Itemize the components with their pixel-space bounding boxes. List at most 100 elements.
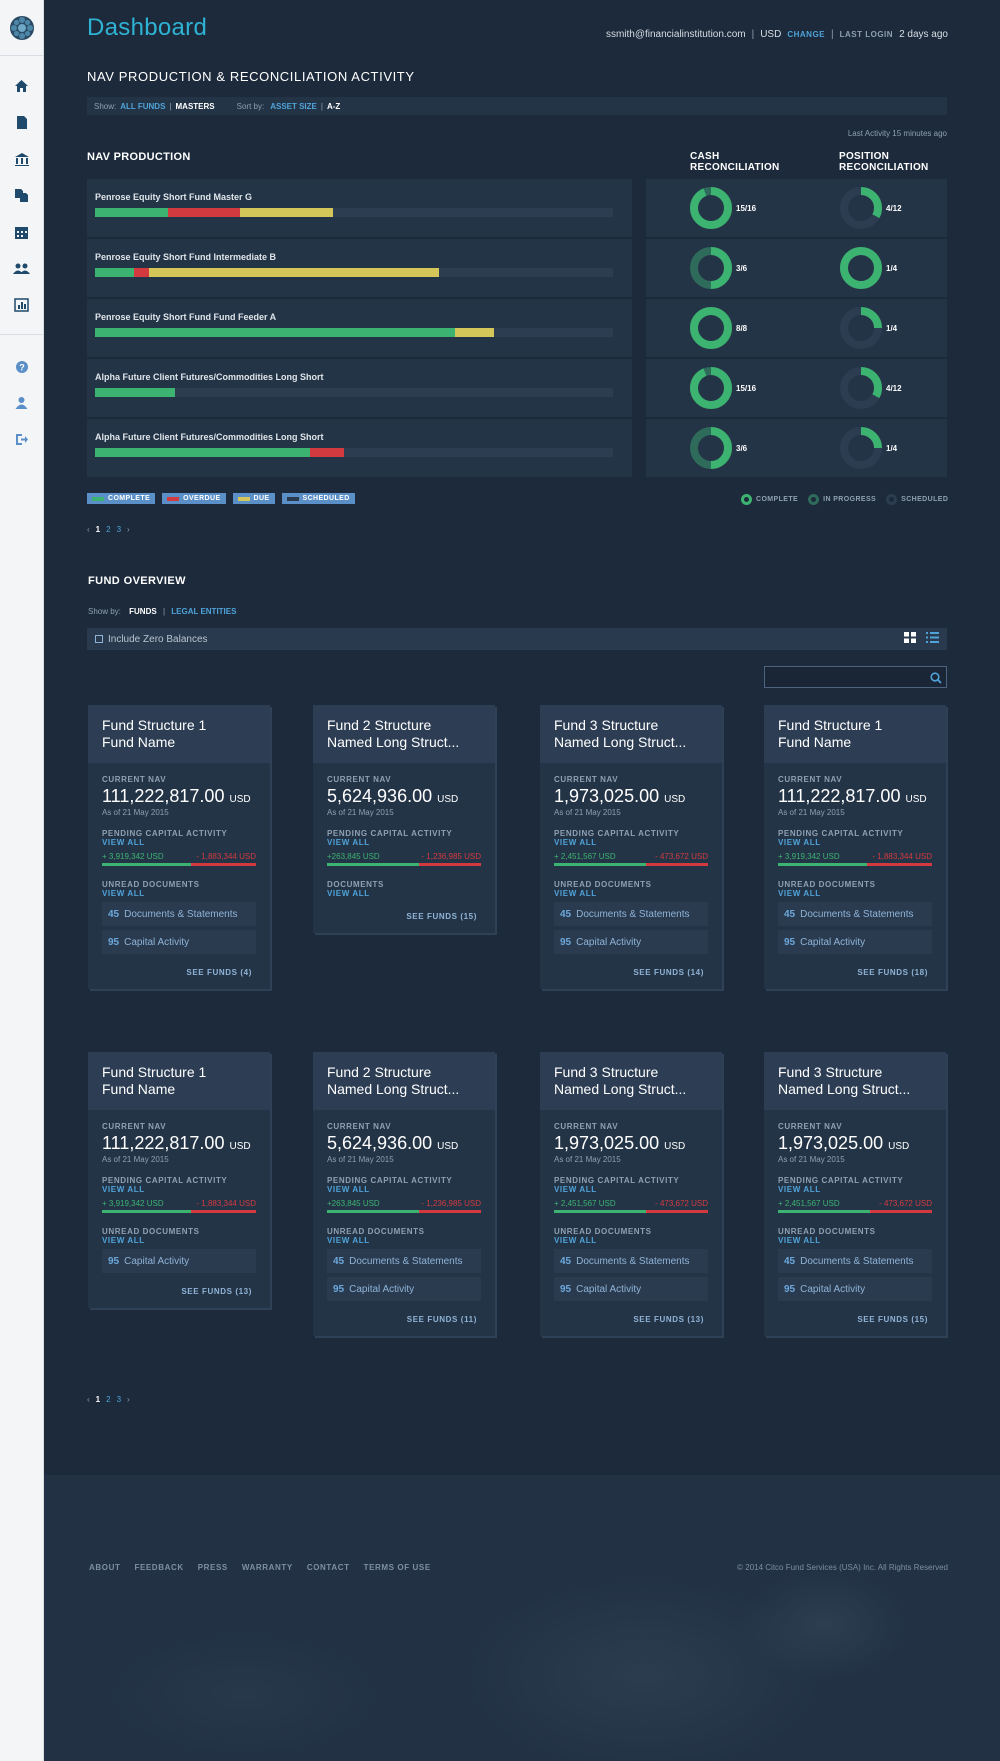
view-all-link[interactable]: VIEW ALL bbox=[778, 1185, 821, 1194]
see-funds-link[interactable]: SEE FUNDS (14) bbox=[633, 968, 704, 977]
see-funds-link[interactable]: SEE FUNDS (18) bbox=[857, 968, 928, 977]
page-3[interactable]: 3 bbox=[116, 525, 122, 534]
filter-masters[interactable]: MASTERS bbox=[175, 101, 215, 111]
show-by-legal-entities[interactable]: LEGAL ENTITIES bbox=[171, 607, 237, 616]
view-all-docs-link[interactable]: VIEW ALL bbox=[102, 1236, 145, 1245]
cash-recon[interactable]: 15/16 bbox=[689, 186, 756, 230]
documents-statements-item[interactable]: 45 Documents & Statements bbox=[102, 902, 256, 926]
page-next[interactable]: › bbox=[127, 1395, 130, 1404]
fund-search-input[interactable] bbox=[764, 666, 947, 688]
fund-card-title[interactable]: Fund 2 Structure Named Long Struct... bbox=[313, 705, 495, 763]
document-icon[interactable] bbox=[0, 105, 43, 142]
capital-activity-item[interactable]: 95 Capital Activity bbox=[554, 1277, 708, 1301]
list-view-icon[interactable] bbox=[926, 632, 939, 646]
footer-link[interactable]: CONTACT bbox=[306, 1563, 350, 1572]
documents-statements-item[interactable]: 45 Documents & Statements bbox=[778, 902, 932, 926]
footer-link[interactable]: WARRANTY bbox=[241, 1563, 293, 1572]
capital-activity-item[interactable]: 95 Capital Activity bbox=[102, 1249, 256, 1273]
fund-card-title[interactable]: Fund Structure 1 Fund Name bbox=[88, 705, 270, 763]
nav-row[interactable]: Penrose Equity Short Fund Fund Feeder A bbox=[87, 299, 632, 357]
sort-a-z[interactable]: A-Z bbox=[326, 101, 341, 111]
view-all-link[interactable]: VIEW ALL bbox=[102, 1185, 145, 1194]
see-funds-link[interactable]: SEE FUNDS (15) bbox=[857, 1315, 928, 1324]
view-all-link[interactable]: VIEW ALL bbox=[554, 838, 597, 847]
footer-link[interactable]: ABOUT bbox=[89, 1563, 121, 1572]
position-recon[interactable]: 4/12 bbox=[839, 366, 902, 410]
fund-card-title[interactable]: Fund Structure 1 Fund Name bbox=[764, 705, 946, 763]
page-1[interactable]: 1 bbox=[95, 525, 101, 534]
position-recon[interactable]: 1/4 bbox=[839, 246, 897, 290]
user-email[interactable]: ssmith@financialinstitution.com bbox=[605, 29, 746, 40]
page-1[interactable]: 1 bbox=[95, 1395, 101, 1404]
see-funds-link[interactable]: SEE FUNDS (15) bbox=[406, 912, 477, 921]
change-currency-link[interactable]: CHANGE bbox=[787, 30, 825, 39]
view-all-docs-link[interactable]: VIEW ALL bbox=[327, 889, 370, 898]
view-all-link[interactable]: VIEW ALL bbox=[327, 1185, 370, 1194]
chart-icon[interactable] bbox=[0, 287, 43, 324]
bank-icon[interactable] bbox=[0, 141, 43, 178]
fund-card-title[interactable]: Fund 3 Structure Named Long Struct... bbox=[540, 1052, 722, 1110]
view-all-docs-link[interactable]: VIEW ALL bbox=[778, 889, 821, 898]
nav-row[interactable]: Penrose Equity Short Fund Master G bbox=[87, 179, 632, 237]
fund-card-title[interactable]: Fund 2 Structure Named Long Struct... bbox=[313, 1052, 495, 1110]
fund-card-title[interactable]: Fund Structure 1 Fund Name bbox=[88, 1052, 270, 1110]
fund-card-title[interactable]: Fund 3 Structure Named Long Struct... bbox=[764, 1052, 946, 1110]
page-2[interactable]: 2 bbox=[106, 1395, 111, 1404]
see-funds-link[interactable]: SEE FUNDS (13) bbox=[633, 1315, 704, 1324]
page-3[interactable]: 3 bbox=[116, 1395, 122, 1404]
capital-activity-item[interactable]: 95 Capital Activity bbox=[554, 930, 708, 954]
nav-row[interactable]: Alpha Future Client Futures/Commodities … bbox=[87, 359, 632, 417]
documents-statements-item[interactable]: 45 Documents & Statements bbox=[554, 1249, 708, 1273]
view-all-docs-link[interactable]: VIEW ALL bbox=[554, 1236, 597, 1245]
see-funds-link[interactable]: SEE FUNDS (4) bbox=[186, 968, 252, 977]
documents-statements-item[interactable]: 45 Documents & Statements bbox=[778, 1249, 932, 1273]
logout-icon[interactable] bbox=[0, 422, 43, 459]
documents-statements-item[interactable]: 45 Documents & Statements bbox=[327, 1249, 481, 1273]
position-recon[interactable]: 4/12 bbox=[839, 186, 902, 230]
include-zero-checkbox[interactable] bbox=[95, 635, 103, 643]
view-all-docs-link[interactable]: VIEW ALL bbox=[102, 889, 145, 898]
capital-activity-item[interactable]: 95 Capital Activity bbox=[778, 930, 932, 954]
position-recon[interactable]: 1/4 bbox=[839, 426, 897, 470]
cash-recon[interactable]: 15/16 bbox=[689, 366, 756, 410]
view-all-link[interactable]: VIEW ALL bbox=[102, 838, 145, 847]
view-all-link[interactable]: VIEW ALL bbox=[778, 838, 821, 847]
position-recon[interactable]: 1/4 bbox=[839, 306, 897, 350]
view-all-docs-link[interactable]: VIEW ALL bbox=[778, 1236, 821, 1245]
see-funds-link[interactable]: SEE FUNDS (11) bbox=[406, 1315, 477, 1324]
show-by-funds[interactable]: FUNDS bbox=[129, 607, 157, 616]
view-all-docs-link[interactable]: VIEW ALL bbox=[327, 1236, 370, 1245]
nav-row[interactable]: Penrose Equity Short Fund Intermediate B bbox=[87, 239, 632, 297]
search-icon[interactable] bbox=[930, 671, 942, 689]
footer-link[interactable]: FEEDBACK bbox=[134, 1563, 184, 1572]
footer-link[interactable]: TERMS OF USE bbox=[363, 1563, 431, 1572]
view-all-link[interactable]: VIEW ALL bbox=[327, 838, 370, 847]
capital-activity-item[interactable]: 95 Capital Activity bbox=[327, 1277, 481, 1301]
page-prev[interactable]: ‹ bbox=[87, 525, 90, 534]
documents-statements-item[interactable]: 45 Documents & Statements bbox=[554, 902, 708, 926]
page-prev[interactable]: ‹ bbox=[87, 1395, 90, 1404]
cash-recon[interactable]: 3/6 bbox=[689, 426, 747, 470]
page-2[interactable]: 2 bbox=[106, 525, 111, 534]
capital-activity-item[interactable]: 95 Capital Activity bbox=[778, 1277, 932, 1301]
grid-view-icon[interactable] bbox=[904, 632, 916, 646]
page-next[interactable]: › bbox=[127, 525, 130, 534]
profile-icon[interactable] bbox=[0, 385, 43, 422]
cash-recon[interactable]: 8/8 bbox=[689, 306, 747, 350]
capital-activity-item[interactable]: 95 Capital Activity bbox=[102, 930, 256, 954]
view-all-link[interactable]: VIEW ALL bbox=[554, 1185, 597, 1194]
calendar-icon[interactable] bbox=[0, 214, 43, 251]
see-funds-link[interactable]: SEE FUNDS (13) bbox=[181, 1287, 252, 1296]
logo[interactable] bbox=[0, 0, 44, 56]
footer-link[interactable]: PRESS bbox=[197, 1563, 228, 1572]
fund-card-title[interactable]: Fund 3 Structure Named Long Struct... bbox=[540, 705, 722, 763]
help-icon[interactable]: ? bbox=[0, 349, 43, 386]
home-icon[interactable] bbox=[0, 68, 43, 105]
files-icon[interactable] bbox=[0, 178, 43, 215]
users-icon[interactable] bbox=[0, 251, 43, 288]
view-all-docs-link[interactable]: VIEW ALL bbox=[554, 889, 597, 898]
nav-row[interactable]: Alpha Future Client Futures/Commodities … bbox=[87, 419, 632, 477]
cash-recon[interactable]: 3/6 bbox=[689, 246, 747, 290]
filter-all-funds[interactable]: ALL FUNDS bbox=[120, 101, 166, 111]
sort-asset-size[interactable]: ASSET SIZE bbox=[270, 101, 317, 111]
